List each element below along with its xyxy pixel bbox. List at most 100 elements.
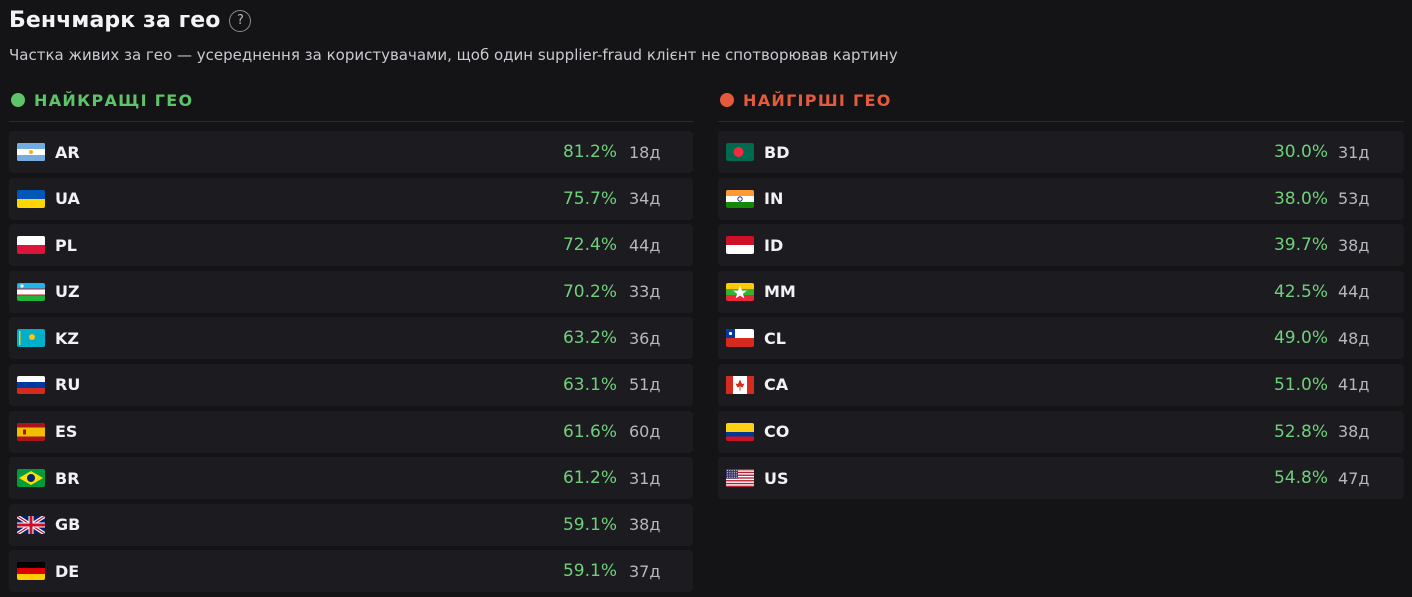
geo-row-ca[interactable]: CA 51.0% 41д xyxy=(718,363,1404,406)
alive-share-value: 38.0% xyxy=(1273,188,1328,209)
id-flag-icon xyxy=(726,236,754,255)
geo-code: IN xyxy=(764,189,784,209)
days-value: 38д xyxy=(1338,235,1370,255)
geo-row-id[interactable]: ID 39.7% 38д xyxy=(718,224,1404,267)
geo-row-ru[interactable]: RU 63.1% 51д xyxy=(9,363,693,406)
page-subtitle: Частка живих за гео — усереднення за кор… xyxy=(9,46,898,64)
alive-share-value: 61.2% xyxy=(562,468,617,489)
help-icon[interactable]: ? xyxy=(229,9,252,32)
geo-row-br[interactable]: BR 61.2% 31д xyxy=(9,457,693,500)
days-value: 48д xyxy=(1338,328,1370,348)
br-flag-icon xyxy=(17,469,45,488)
geo-code: CL xyxy=(764,328,786,348)
best-geo-panel: НАЙКРАЩІ ГЕО AR 81.2% 18д UA 75.7% 34д PL 72.4%… xyxy=(9,86,693,597)
geo-code: DE xyxy=(55,561,80,581)
days-value: 33д xyxy=(629,282,661,302)
alive-share-value: 39.7% xyxy=(1273,235,1328,256)
alive-share-value: 63.2% xyxy=(562,328,617,349)
alive-share-value: 59.1% xyxy=(562,514,617,535)
geo-row-ar[interactable]: AR 81.2% 18д xyxy=(9,131,693,173)
days-value: 51д xyxy=(629,375,661,395)
de-flag-icon xyxy=(17,562,45,581)
days-value: 31д xyxy=(629,468,661,488)
days-value: 60д xyxy=(629,422,661,442)
us-flag-icon xyxy=(726,469,754,488)
days-value: 53д xyxy=(1338,189,1370,209)
geo-row-es[interactable]: ES 61.6% 60д xyxy=(9,410,693,453)
geo-code: US xyxy=(764,468,789,488)
geo-code: ID xyxy=(764,235,784,255)
best-geo-header: НАЙКРАЩІ ГЕО xyxy=(9,86,693,122)
alive-share-value: 75.7% xyxy=(562,188,617,209)
geo-row-us[interactable]: US 54.8% 47д xyxy=(718,457,1404,500)
geo-code: AR xyxy=(55,142,80,162)
geo-code: KZ xyxy=(55,328,79,348)
days-value: 44д xyxy=(1338,282,1370,302)
co-flag-icon xyxy=(726,422,754,441)
geo-code: PL xyxy=(55,235,77,255)
days-value: 41д xyxy=(1338,375,1370,395)
geo-row-gb[interactable]: GB 59.1% 38д xyxy=(9,503,693,546)
geo-row-kz[interactable]: KZ 63.2% 36д xyxy=(9,317,693,360)
geo-row-bd[interactable]: BD 30.0% 31д xyxy=(718,131,1404,173)
days-value: 18д xyxy=(629,142,661,162)
geo-code: MM xyxy=(764,282,796,302)
geo-row-de[interactable]: DE 59.1% 37д xyxy=(9,550,693,593)
in-flag-icon xyxy=(726,189,754,208)
alive-share-value: 59.1% xyxy=(562,561,617,582)
best-geo-list: AR 81.2% 18д UA 75.7% 34д PL 72.4% 44д UZ 70.2% 33д… xyxy=(9,131,693,593)
alive-share-value: 81.2% xyxy=(562,142,617,162)
geo-row-in[interactable]: IN 38.0% 53д xyxy=(718,177,1404,220)
geo-row-pl[interactable]: PL 72.4% 44д xyxy=(9,224,693,267)
alive-share-value: 54.8% xyxy=(1273,468,1328,489)
es-flag-icon xyxy=(17,422,45,441)
geo-row-mm[interactable]: MM 42.5% 44д xyxy=(718,270,1404,313)
red-dot-icon xyxy=(720,93,734,107)
pl-flag-icon xyxy=(17,236,45,255)
geo-row-ua[interactable]: UA 75.7% 34д xyxy=(9,177,693,220)
green-dot-icon xyxy=(11,93,25,107)
page-title: Бенчмарк за гео xyxy=(9,8,221,33)
page-header: Бенчмарк за гео ? xyxy=(9,8,252,33)
worst-geo-header: НАЙГІРШІ ГЕО xyxy=(718,86,1404,122)
days-value: 36д xyxy=(629,328,661,348)
ar-flag-icon xyxy=(17,143,45,161)
days-value: 37д xyxy=(629,561,661,581)
days-value: 38д xyxy=(629,515,661,535)
worst-geo-title: НАЙГІРШІ ГЕО xyxy=(743,90,892,110)
alive-share-value: 70.2% xyxy=(562,281,617,302)
geo-code: GB xyxy=(55,515,81,535)
ua-flag-icon xyxy=(17,189,45,208)
worst-geo-panel: НАЙГІРШІ ГЕО BD 30.0% 31д IN 38.0% 53д ID 39.7%… xyxy=(718,86,1404,504)
alive-share-value: 61.6% xyxy=(562,421,617,442)
ru-flag-icon xyxy=(17,375,45,394)
alive-share-value: 52.8% xyxy=(1273,421,1328,442)
geo-code: UZ xyxy=(55,282,80,302)
geo-code: CO xyxy=(764,422,790,442)
geo-code: CA xyxy=(764,375,789,395)
geo-code: BD xyxy=(764,142,790,162)
kz-flag-icon xyxy=(17,329,45,348)
alive-share-value: 72.4% xyxy=(562,235,617,256)
worst-geo-list: BD 30.0% 31д IN 38.0% 53д ID 39.7% 38д MM 42.5% 44д… xyxy=(718,131,1404,500)
gb-flag-icon xyxy=(17,515,45,534)
alive-share-value: 51.0% xyxy=(1273,374,1328,395)
ca-flag-icon xyxy=(726,375,754,394)
geo-row-cl[interactable]: CL 49.0% 48д xyxy=(718,317,1404,360)
geo-code: ES xyxy=(55,422,78,442)
days-value: 34д xyxy=(629,189,661,209)
geo-row-uz[interactable]: UZ 70.2% 33д xyxy=(9,270,693,313)
days-value: 38д xyxy=(1338,422,1370,442)
geo-code: UA xyxy=(55,189,80,209)
days-value: 44д xyxy=(629,235,661,255)
best-geo-title: НАЙКРАЩІ ГЕО xyxy=(34,90,194,110)
geo-code: BR xyxy=(55,468,80,488)
geo-code: RU xyxy=(55,375,81,395)
mm-flag-icon xyxy=(726,282,754,301)
alive-share-value: 49.0% xyxy=(1273,328,1328,349)
geo-row-co[interactable]: CO 52.8% 38д xyxy=(718,410,1404,453)
cl-flag-icon xyxy=(726,329,754,348)
uz-flag-icon xyxy=(17,282,45,301)
bd-flag-icon xyxy=(726,143,754,161)
alive-share-value: 63.1% xyxy=(562,374,617,395)
